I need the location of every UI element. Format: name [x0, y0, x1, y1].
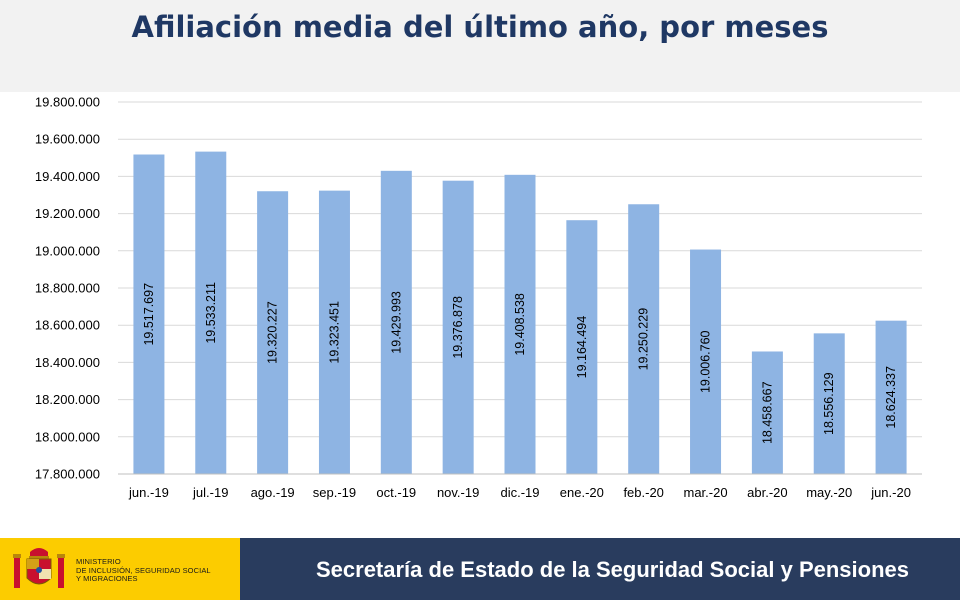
- x-tick-label: mar.-20: [683, 485, 727, 500]
- bar: [257, 191, 289, 474]
- page-title: Afiliación media del último año, por mes…: [131, 10, 829, 44]
- x-tick-label: oct.-19: [376, 485, 416, 500]
- data-label: 19.376.878: [451, 296, 465, 359]
- slide-header: Afiliación media del último año, por mes…: [0, 0, 960, 92]
- data-label: 18.458.667: [760, 381, 774, 444]
- data-label: 19.164.494: [575, 316, 589, 379]
- y-tick-label: 18.000.000: [35, 429, 100, 444]
- data-label: 19.250.229: [637, 308, 651, 371]
- data-label: 19.517.697: [142, 283, 156, 346]
- data-label: 18.624.337: [884, 366, 898, 429]
- bar: [195, 151, 227, 475]
- x-tick-label: feb.-20: [623, 485, 663, 500]
- data-label: 18.556.129: [822, 372, 836, 435]
- data-label: 19.408.538: [513, 293, 527, 356]
- x-tick-label: may.-20: [806, 485, 852, 500]
- bar: [875, 320, 907, 474]
- data-label: 19.006.760: [699, 330, 713, 393]
- bar: [751, 351, 783, 474]
- data-label: 19.429.993: [389, 291, 403, 354]
- bar-chart: 17.800.000 18.000.000 18.200.000 18.400.000…: [35, 95, 922, 500]
- bar: [566, 220, 598, 474]
- y-tick-label: 19.400.000: [35, 169, 100, 184]
- y-tick-label: 18.800.000: [35, 281, 100, 296]
- y-tick-label: 19.600.000: [35, 132, 100, 147]
- x-tick-label: nov.-19: [437, 485, 479, 500]
- bar: [690, 249, 722, 474]
- government-brand-block: MINISTERIO DE INCLUSIÓN, SEGURIDAD SOCIA…: [0, 538, 240, 600]
- x-tick-label: jun.-19: [128, 485, 169, 500]
- slide-footer: MINISTERIO DE INCLUSIÓN, SEGURIDAD SOCIA…: [0, 538, 960, 600]
- data-label: 19.533.211: [204, 282, 218, 344]
- y-tick-label: 17.800.000: [35, 467, 100, 482]
- y-tick-label: 19.000.000: [35, 243, 100, 258]
- data-label: 19.320.227: [266, 301, 280, 364]
- bar: [504, 174, 536, 474]
- x-tick-label: ene.-20: [560, 485, 604, 500]
- x-tick-label: jul.-19: [192, 485, 228, 500]
- y-tick-label: 19.800.000: [35, 95, 100, 110]
- bar: [628, 204, 660, 474]
- bar: [318, 190, 350, 474]
- data-label: 19.323.451: [327, 301, 341, 364]
- spain-coat-of-arms-icon: [13, 548, 65, 588]
- y-tick-label: 18.400.000: [35, 355, 100, 370]
- x-tick-label: dic.-19: [500, 485, 539, 500]
- secretariat-name: Secretaría de Estado de la Seguridad Soc…: [315, 557, 909, 582]
- y-tick-label: 19.200.000: [35, 206, 100, 221]
- x-tick-label: abr.-20: [747, 485, 787, 500]
- ministry-line: Y MIGRACIONES: [76, 574, 138, 583]
- x-tick-label: ago.-19: [251, 485, 295, 500]
- ministry-name: MINISTERIO DE INCLUSIÓN, SEGURIDAD SOCIA…: [76, 557, 236, 584]
- ministry-line: MINISTERIO: [76, 557, 121, 566]
- bar: [813, 333, 845, 474]
- secretariat-block: Secretaría de Estado de la Seguridad Soc…: [240, 538, 960, 600]
- x-tick-label: jun.-20: [870, 485, 911, 500]
- y-tick-label: 18.200.000: [35, 392, 100, 407]
- bar: [442, 180, 474, 474]
- ministry-line: DE INCLUSIÓN, SEGURIDAD SOCIAL: [76, 565, 211, 575]
- x-tick-label: sep.-19: [313, 485, 356, 500]
- bar: [380, 170, 412, 475]
- bar: [133, 154, 165, 474]
- y-tick-label: 18.600.000: [35, 318, 100, 333]
